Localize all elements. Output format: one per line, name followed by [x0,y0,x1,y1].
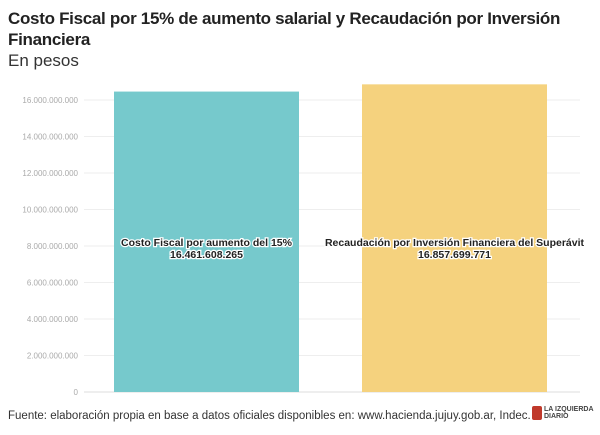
chart-subtitle: En pesos [8,51,79,70]
y-tick-label: 8.000.000.000 [27,242,79,251]
data-label: 16.461.608.265 [170,249,243,261]
data-label: 16.857.699.771 [418,249,491,261]
logo-mark-icon [532,406,542,420]
data-label: Recaudación por Inversión Financiera del… [325,237,585,249]
source-note: Fuente: elaboración propia en base a dat… [8,410,531,422]
y-tick-label: 12.000.000.000 [22,169,78,178]
y-tick-label: 14.000.000.000 [22,133,78,142]
y-tick-label: 16.000.000.000 [22,96,78,105]
y-tick-label: 4.000.000.000 [27,315,79,324]
bar [362,84,547,392]
y-tick-label: 10.000.000.000 [22,206,78,215]
y-tick-label: 6.000.000.000 [27,279,79,288]
bar [114,91,299,392]
data-label: Costo Fiscal por aumento del 15% [121,237,293,249]
chart-title: Costo Fiscal por 15% de aumento salarial… [8,9,561,49]
logo-text: LA IZQUIERDA DIARIO [544,406,594,420]
y-tick-label: 0 [74,388,79,397]
logo: LA IZQUIERDA DIARIO [532,406,594,420]
y-tick-label: 2.000.000.000 [27,352,79,361]
